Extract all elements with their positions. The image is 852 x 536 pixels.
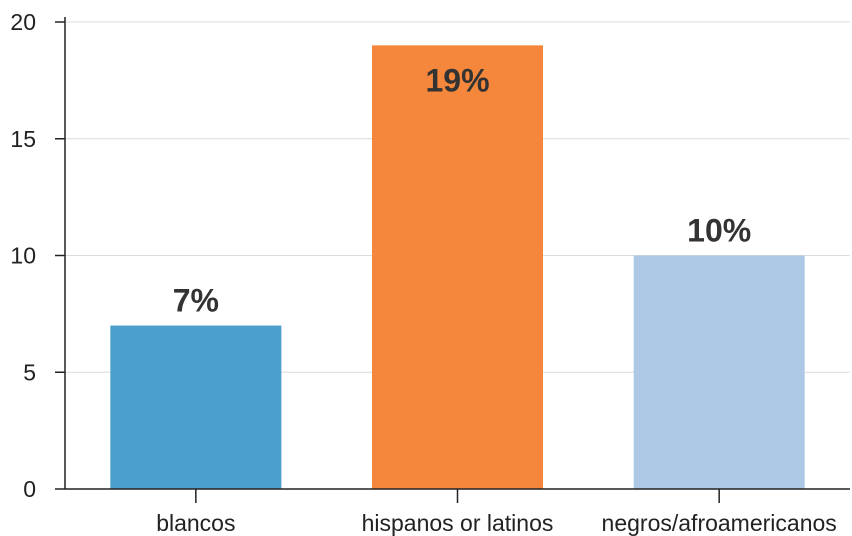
data-label: 7% [173,283,219,319]
bar-1 [372,45,543,489]
labels: 0 5 10 15 20 blancos 7% hispanos or latinos 19% n… [10,9,836,536]
bars [110,45,805,489]
axes [55,17,850,503]
data-label: 10% [687,213,751,249]
y-tick-label: 20 [10,9,36,35]
x-category-label: hispanos or latinos [362,510,554,536]
y-tick-label: 5 [23,359,36,385]
x-category-label: negros/afroamericanos [602,510,837,536]
bar-2 [633,255,805,489]
x-category-label: blancos [156,510,235,536]
y-tick-label: 0 [23,476,36,502]
data-label: 19% [425,62,489,98]
y-tick-label: 10 [10,243,36,269]
bar-0 [110,325,282,489]
y-tick-label: 15 [10,126,36,152]
